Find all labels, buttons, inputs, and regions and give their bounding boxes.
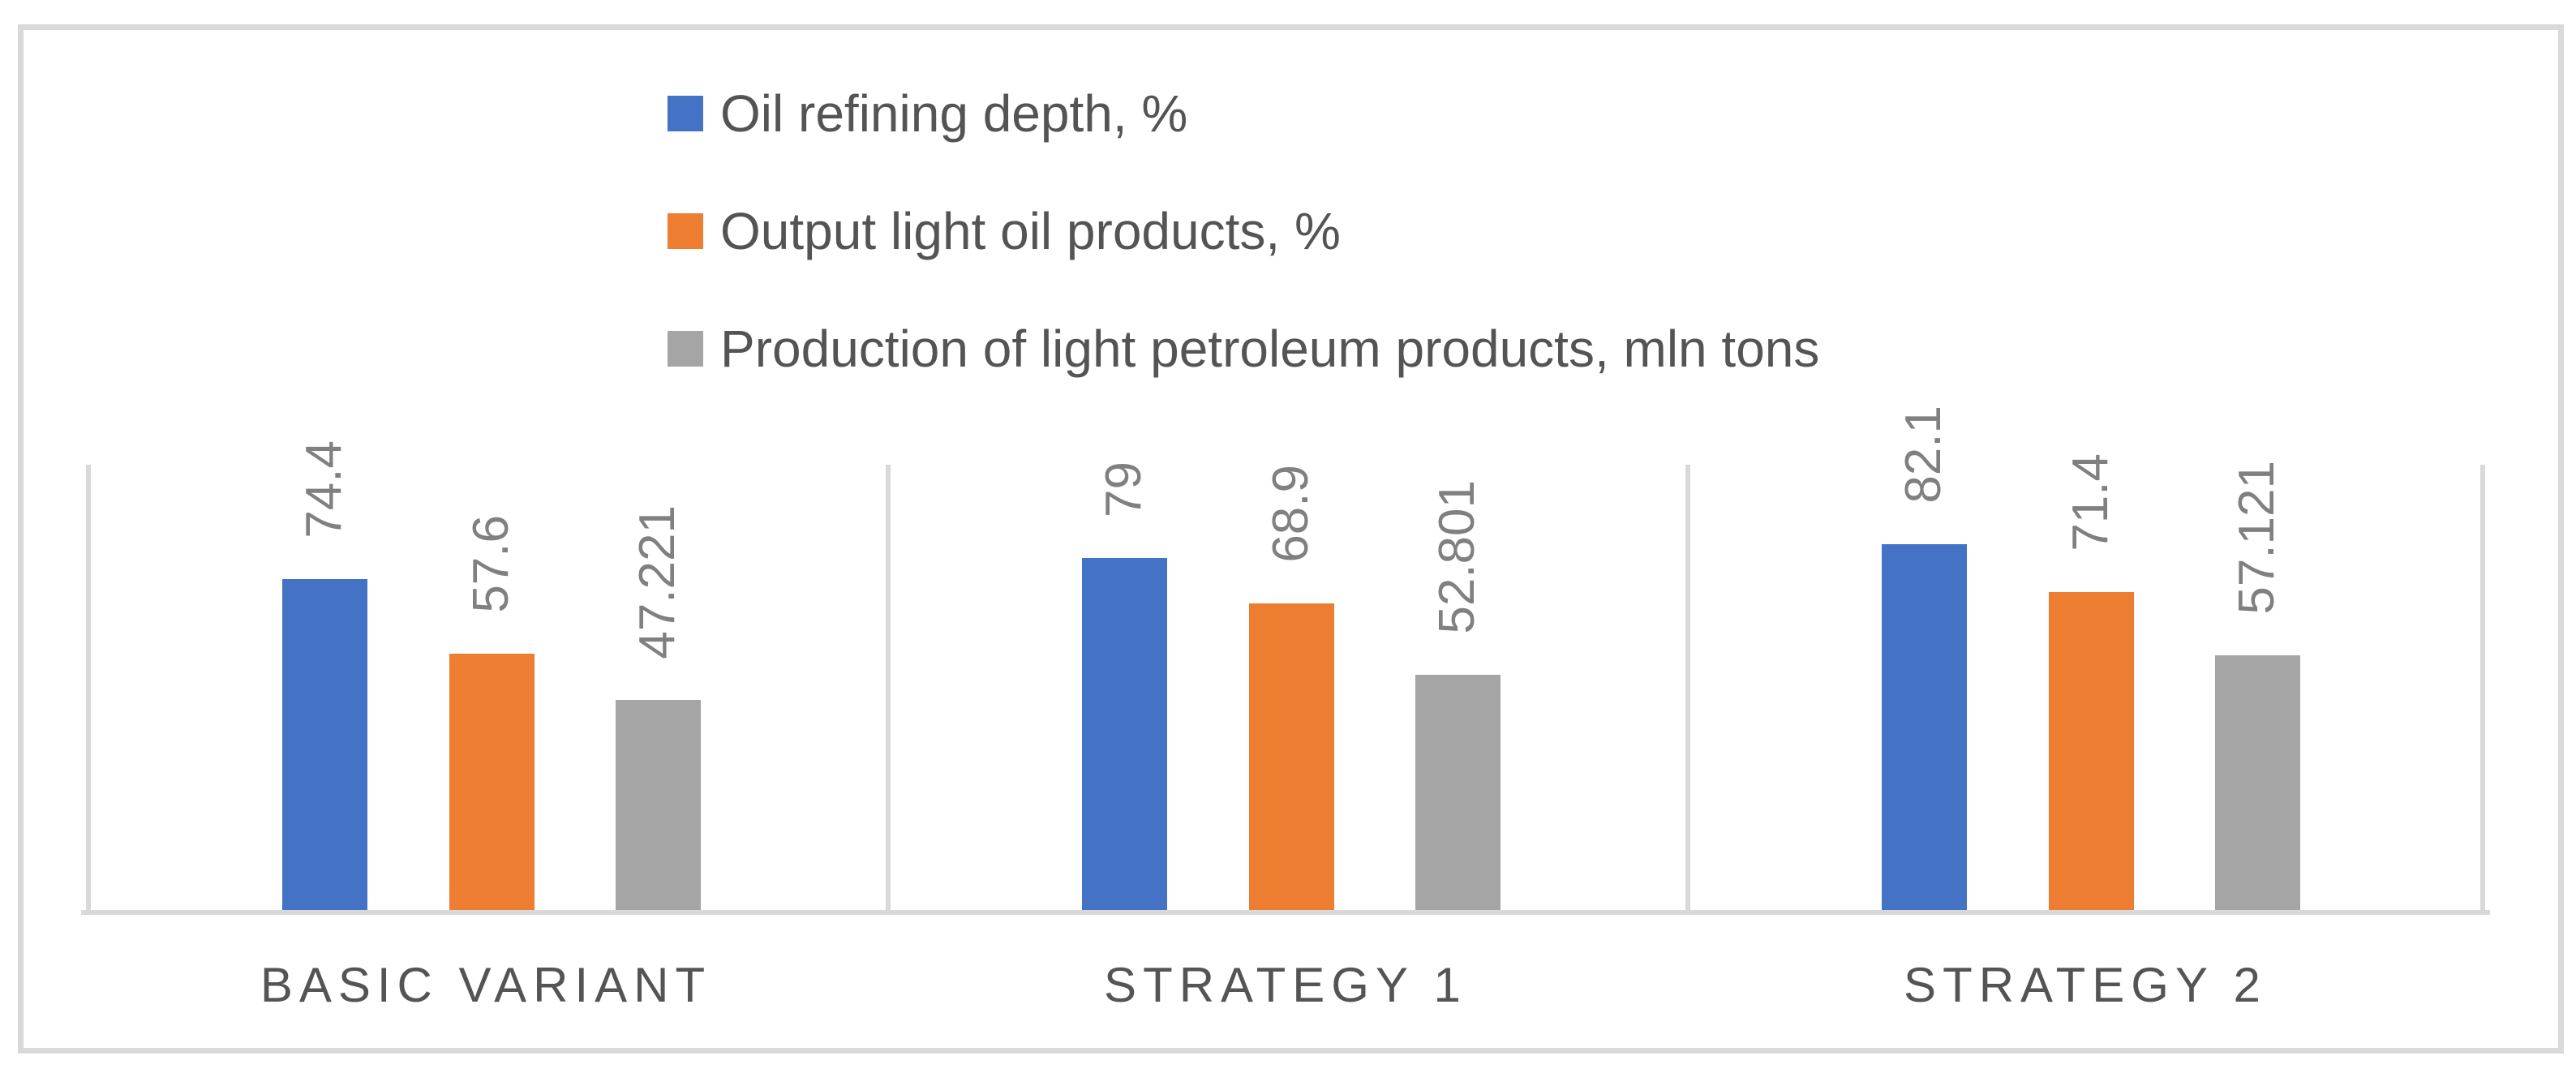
bar-data-label: 57.121 (2229, 461, 2285, 615)
bar-data-label: 71.4 (2063, 453, 2119, 552)
legend-item-label: Production of light petroleum products, … (720, 320, 1820, 378)
x-axis-line (81, 910, 2490, 915)
legend: Oil refining depth, % Output light oil pr… (668, 88, 1819, 440)
bar-strategy-2 (2048, 592, 2134, 910)
bar-slot: 47.221 (615, 465, 701, 910)
chart-outer-border (18, 24, 2564, 1054)
bar-strategy-1 (1081, 558, 1167, 910)
bar-strategy-1 (1415, 675, 1501, 910)
bar-data-label: 57.6 (463, 515, 519, 613)
bar-slot: 68.9 (1248, 465, 1334, 910)
category-label: BASIC VARIANT (260, 958, 712, 1012)
bar-strategy-2 (1881, 544, 1967, 910)
bar-slot: 71.4 (2048, 453, 2134, 910)
legend-swatch-icon (668, 213, 703, 249)
legend-item-2: Output light oil products, % (668, 205, 1819, 257)
category-separator-line (1685, 465, 1690, 915)
legend-item-label: Oil refining depth, % (720, 84, 1188, 143)
bar-data-label: 79 (1096, 461, 1152, 517)
category-axis: BASIC VARIANT STRATEGY 1 STRATEGY 2 (0, 957, 2576, 1014)
legend-item-3: Production of light petroleum products, … (668, 323, 1819, 375)
bar-data-label: 74.4 (296, 440, 352, 539)
bar-basic-variant (615, 700, 701, 910)
legend-swatch-icon (668, 331, 703, 367)
bar-data-label: 82.1 (1896, 406, 1951, 504)
bar-slot: 52.801 (1415, 465, 1501, 910)
bar-slot: 74.4 (281, 440, 367, 910)
bar-slot: 57.121 (2214, 461, 2300, 910)
category-separator-line (86, 465, 91, 915)
bar-data-label: 68.9 (1263, 465, 1319, 563)
category-separator-line (2480, 465, 2485, 915)
bar-slot: 82.1 (1881, 406, 1967, 910)
bar-slot: 57.6 (449, 465, 535, 910)
category-label: STRATEGY 2 (1904, 958, 2267, 1012)
bar-strategy-2 (2214, 655, 2300, 910)
legend-swatch-icon (668, 96, 703, 131)
plot-area: 74.4 57.6 47.221 79 68.9 52.801 82.1 71.4 57.121 (86, 406, 2485, 915)
bar-slot: 79 (1081, 461, 1167, 910)
category-separator-line (886, 465, 891, 915)
legend-item-1: Oil refining depth, % (668, 88, 1819, 139)
category-label: STRATEGY 1 (1104, 958, 1467, 1012)
bar-data-label: 47.221 (629, 505, 685, 659)
bar-basic-variant (449, 654, 535, 910)
bar-basic-variant (281, 579, 367, 910)
bar-data-label: 52.801 (1429, 480, 1485, 634)
legend-item-label: Output light oil products, % (720, 202, 1341, 260)
bar-strategy-1 (1248, 603, 1334, 910)
